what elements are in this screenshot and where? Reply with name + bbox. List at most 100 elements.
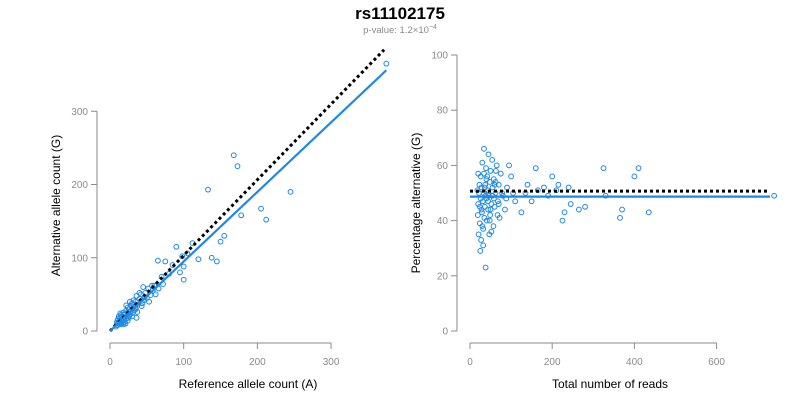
panel1-data-point xyxy=(130,297,137,304)
panel2-data-point xyxy=(489,156,496,163)
panel2-data-point xyxy=(485,198,491,205)
panel2-data-point xyxy=(486,217,493,224)
panel2-data-point xyxy=(617,214,623,221)
panel2-data-point xyxy=(508,173,514,180)
panel2-data-point xyxy=(485,151,492,158)
panel1-y-axis-label: Alternative allele count (G) xyxy=(49,135,63,276)
panel2-data-point xyxy=(487,212,494,218)
panel1-data-point xyxy=(140,284,147,290)
panel1-data-point xyxy=(177,269,183,276)
panel2-data-point xyxy=(475,170,482,177)
panel2-data-point xyxy=(493,162,500,169)
panel2-data-point xyxy=(487,168,494,174)
panel2-data-point xyxy=(567,201,574,207)
panel1-data-point xyxy=(173,243,180,250)
chart-title: rs11102175 xyxy=(355,4,445,23)
panel2-data-point xyxy=(475,231,482,238)
panel2-y-tick-label: 80 xyxy=(437,106,449,117)
panel1-data-point xyxy=(115,313,122,320)
panel2-data-point xyxy=(495,198,501,205)
panel2-data-point xyxy=(645,209,652,216)
panel2-data-point xyxy=(475,201,482,207)
panel2-data-point xyxy=(487,206,494,213)
panel2-data-point xyxy=(532,165,539,172)
panel2-data-point xyxy=(518,209,525,216)
panel1-data-point xyxy=(221,232,228,239)
panel1-data-point xyxy=(133,314,140,321)
panel1-data-point xyxy=(136,295,143,302)
panel2-data-point xyxy=(561,209,568,216)
panel1-data-point xyxy=(117,310,124,317)
panel1-data-point xyxy=(213,258,220,265)
panel2-data-point xyxy=(635,165,642,172)
panel1-data-point xyxy=(238,212,245,219)
panel1-data-point xyxy=(146,298,152,305)
panel2-y-tick-label: 20 xyxy=(437,271,449,282)
panel2-data-point xyxy=(502,206,508,213)
panel2-data-point xyxy=(771,192,778,199)
panel2-y-tick-label: 40 xyxy=(437,216,449,227)
panel2-data-point xyxy=(480,242,487,249)
panel2-data-point xyxy=(483,165,489,172)
panel1-data-point xyxy=(162,258,169,265)
panel2-data-point xyxy=(488,228,495,235)
panel1-data-point xyxy=(134,309,141,315)
panel1-data-point xyxy=(136,290,143,296)
panel1-data-point xyxy=(180,263,187,270)
panel2-data-point xyxy=(495,201,502,207)
panel2-data-point xyxy=(482,181,489,188)
panel2-data-point xyxy=(549,173,556,180)
panel1-x-axis-label: Reference allele count (A) xyxy=(179,377,318,391)
panel2-data-point xyxy=(479,223,486,230)
panel2-data-point xyxy=(559,217,566,224)
panel1-data-point xyxy=(123,302,130,309)
panel2-data-point xyxy=(506,162,512,169)
panel2-data-point xyxy=(476,181,483,188)
panel2-data-point xyxy=(553,187,560,194)
panel2-data-point xyxy=(555,181,562,188)
panel2-data-point xyxy=(582,203,588,210)
panel2-y-tick-label: 0 xyxy=(442,327,448,338)
panel2-y-tick-label: 100 xyxy=(431,51,448,62)
panel1-data-point xyxy=(208,254,215,261)
panel2-data-point xyxy=(541,184,547,191)
panel2-data-point xyxy=(534,187,541,194)
panel1-fit-line xyxy=(109,69,388,332)
panel1-data-point xyxy=(258,205,264,212)
panel1-data-point xyxy=(234,163,241,170)
panel2-x-tick-label: 600 xyxy=(708,357,725,368)
panel1-data-point xyxy=(126,298,133,305)
panel1-data-point xyxy=(152,291,159,298)
panel2-data-point xyxy=(482,264,489,271)
panel2-data-point xyxy=(479,159,486,166)
panel2-data-point xyxy=(619,206,625,213)
panel1-data-point xyxy=(263,216,270,223)
panel1-data-point xyxy=(180,276,187,283)
panel2-y-tick-label: 60 xyxy=(437,161,449,172)
panel1-data-point xyxy=(122,320,129,327)
panel1-data-point xyxy=(217,238,224,245)
panel2-data-point xyxy=(494,212,501,218)
panel2-x-tick-label: 400 xyxy=(626,357,643,368)
panel2-data-point xyxy=(481,170,487,177)
panel2-data-point xyxy=(491,181,498,188)
panel1-y-tick-label: 100 xyxy=(71,253,88,264)
panel1-y-tick-label: 200 xyxy=(71,180,88,191)
panel1-x-tick-label: 300 xyxy=(323,357,340,368)
panel2-data-point xyxy=(492,168,499,174)
panel1-data-point xyxy=(133,292,140,299)
panel1-x-tick-label: 200 xyxy=(249,357,266,368)
panel2-data-point xyxy=(600,165,607,172)
panel2-data-point xyxy=(479,209,485,216)
panel1-data-point xyxy=(154,257,161,264)
panel2-x-tick-label: 200 xyxy=(544,357,561,368)
panel2-data-point xyxy=(512,198,519,205)
panel2-data-point xyxy=(504,184,510,191)
panel2-data-point xyxy=(490,223,497,230)
panel1-data-point xyxy=(195,256,202,263)
panel2-data-point xyxy=(497,170,504,177)
panel2-data-point xyxy=(481,214,488,221)
chart-subtitle: p-value: 1.2×10−4 xyxy=(0,24,800,36)
panel2-data-point xyxy=(474,187,481,194)
